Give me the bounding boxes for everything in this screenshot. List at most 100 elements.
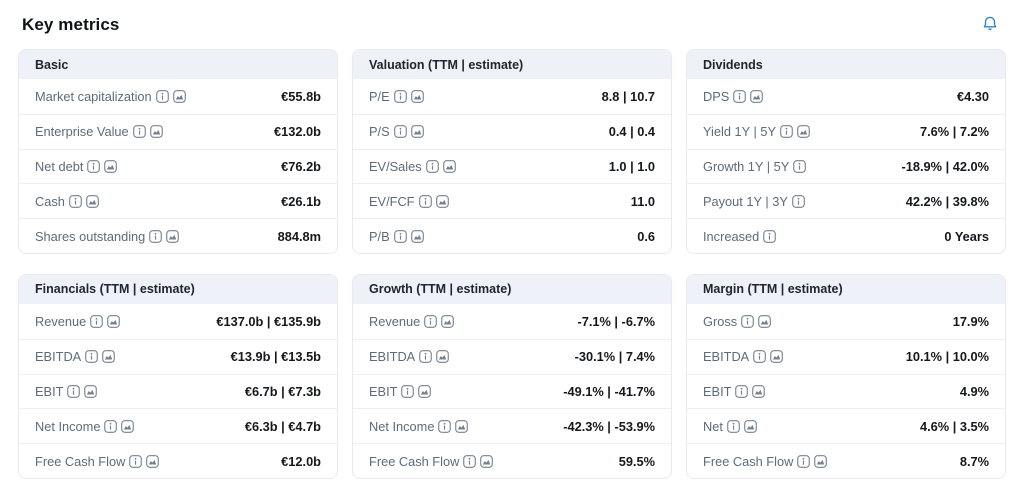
- card-header: Dividends: [687, 50, 1005, 79]
- info-icon[interactable]: [393, 90, 407, 103]
- info-icon[interactable]: [69, 194, 82, 208]
- info-icon[interactable]: [424, 315, 438, 328]
- metric-label: EV/FCF: [369, 193, 415, 209]
- chart-icon[interactable]: [744, 419, 757, 433]
- card-header: Valuation (TTM | estimate): [353, 50, 671, 79]
- chart-icon[interactable]: [418, 385, 432, 398]
- info-icon[interactable]: [419, 350, 433, 363]
- metric-value: 7.6% | 7.2%: [919, 124, 989, 140]
- chart-icon[interactable]: [442, 160, 456, 173]
- chart-icon[interactable]: [104, 160, 118, 173]
- info-icon[interactable]: [104, 419, 118, 433]
- metric-row: Cash €26.1b: [19, 183, 337, 218]
- metric-value: €26.1b: [281, 193, 321, 209]
- info-icon[interactable]: [129, 454, 143, 468]
- metric-label-group: Shares outstanding: [35, 229, 180, 244]
- info-icon[interactable]: [418, 194, 432, 208]
- card-title: Valuation (TTM | estimate): [369, 57, 524, 72]
- chart-icon[interactable]: [84, 385, 98, 398]
- info-icon[interactable]: [90, 315, 104, 328]
- metric-label: Free Cash Flow: [369, 453, 460, 469]
- info-icon[interactable]: [155, 90, 169, 103]
- metric-label: EV/Sales: [369, 158, 422, 174]
- info-icon[interactable]: [741, 315, 754, 328]
- info-icon[interactable]: [425, 160, 439, 173]
- info-icon[interactable]: [438, 419, 452, 433]
- metric-value: €6.3b | €4.7b: [244, 418, 321, 434]
- chart-icon[interactable]: [436, 350, 450, 363]
- chart-icon[interactable]: [441, 315, 455, 328]
- metric-label: EBIT: [35, 383, 64, 399]
- metrics-card: Basic Market capitalization €55.8b: [18, 49, 338, 254]
- metrics-card: Financials (TTM | estimate) Revenue €137…: [18, 273, 338, 479]
- metric-label: P/B: [369, 228, 390, 244]
- info-icon[interactable]: [67, 385, 81, 398]
- metric-row: Net debt €76.2b: [19, 148, 337, 184]
- chart-icon[interactable]: [410, 90, 424, 103]
- info-icon[interactable]: [797, 454, 811, 468]
- metric-row: Market capitalization €55.8b: [19, 79, 337, 114]
- chart-icon[interactable]: [166, 229, 180, 243]
- metric-label: Revenue: [369, 313, 421, 329]
- metric-label: EBIT: [703, 383, 732, 399]
- chart-icon[interactable]: [172, 90, 186, 103]
- chart-icon[interactable]: [410, 125, 424, 139]
- info-icon[interactable]: [87, 160, 101, 173]
- chart-icon[interactable]: [146, 454, 160, 468]
- metric-value: 0.4 | 0.4: [608, 124, 655, 140]
- info-icon[interactable]: [393, 125, 407, 139]
- chart-icon[interactable]: [410, 229, 424, 243]
- info-icon[interactable]: [793, 160, 807, 173]
- metric-row: P/E 8.8 | 10.7: [353, 79, 671, 114]
- metric-row: EBITDA 10.1% | 10.0%: [687, 338, 1005, 374]
- card-rows: Revenue €137.0b | €135.9b EBITDA: [19, 304, 337, 478]
- chart-icon[interactable]: [86, 194, 99, 208]
- metric-row: EV/Sales 1.0 | 1.0: [353, 148, 671, 184]
- chart-icon[interactable]: [107, 315, 121, 328]
- info-icon[interactable]: [763, 229, 777, 243]
- chart-icon[interactable]: [770, 350, 784, 363]
- bell-icon: [981, 15, 999, 36]
- info-icon[interactable]: [733, 90, 747, 103]
- metric-row: Payout 1Y | 3Y 42.2% | 39.8%: [687, 183, 1005, 218]
- chart-icon[interactable]: [480, 454, 494, 468]
- metric-row: EBIT 4.9%: [687, 373, 1005, 409]
- info-icon[interactable]: [780, 125, 793, 139]
- chart-icon[interactable]: [797, 125, 810, 139]
- info-icon[interactable]: [85, 350, 99, 363]
- metric-row: EBIT -49.1% | -41.7%: [353, 373, 671, 409]
- info-icon[interactable]: [149, 229, 163, 243]
- metric-row: Free Cash Flow €12.0b: [19, 443, 337, 478]
- metric-label: Net: [703, 418, 723, 434]
- chart-icon[interactable]: [455, 419, 469, 433]
- metric-value: €4.30: [956, 88, 989, 104]
- chart-icon[interactable]: [758, 315, 771, 328]
- metric-label: EBITDA: [35, 349, 82, 365]
- info-icon[interactable]: [727, 419, 740, 433]
- metric-label: Net Income: [35, 418, 101, 434]
- info-icon[interactable]: [792, 194, 805, 208]
- page-header: Key metrics: [18, 10, 1006, 40]
- notification-bell-button[interactable]: [981, 15, 999, 36]
- info-icon[interactable]: [401, 385, 415, 398]
- chart-icon[interactable]: [102, 350, 116, 363]
- card-title: Basic: [35, 57, 69, 72]
- metric-label: P/S: [369, 124, 390, 140]
- chart-icon[interactable]: [752, 385, 766, 398]
- info-icon[interactable]: [393, 229, 407, 243]
- metric-row: Net 4.6% | 3.5%: [687, 408, 1005, 443]
- card-rows: Revenue -7.1% | -6.7% EBITDA: [353, 304, 671, 478]
- metric-label-group: Gross: [703, 314, 771, 329]
- info-icon[interactable]: [463, 454, 477, 468]
- info-icon[interactable]: [132, 125, 146, 139]
- info-icon[interactable]: [735, 385, 749, 398]
- chart-icon[interactable]: [121, 419, 135, 433]
- metric-label-group: EBIT: [35, 383, 98, 399]
- metric-value: 11.0: [630, 193, 655, 209]
- chart-icon[interactable]: [149, 125, 163, 139]
- metric-label-group: Cash: [35, 194, 99, 209]
- info-icon[interactable]: [753, 350, 767, 363]
- chart-icon[interactable]: [435, 194, 449, 208]
- chart-icon[interactable]: [750, 90, 764, 103]
- chart-icon[interactable]: [814, 454, 828, 468]
